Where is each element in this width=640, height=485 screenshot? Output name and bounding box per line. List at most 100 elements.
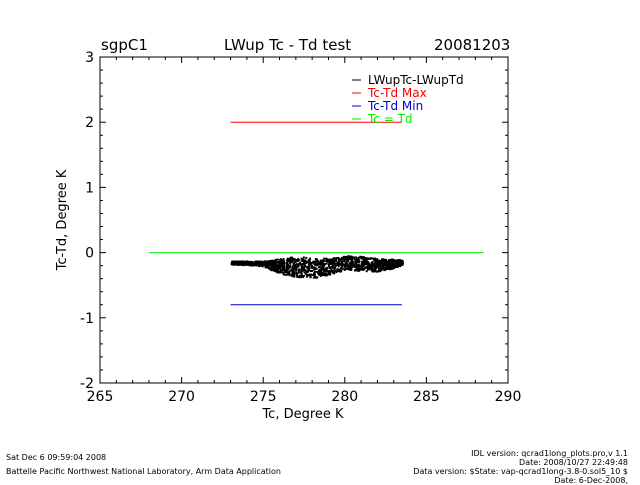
scatter-point (337, 261, 339, 264)
scatter-point (333, 272, 336, 275)
scatter-point (294, 260, 297, 263)
scatter-point (313, 272, 316, 274)
scatter-point (274, 258, 277, 261)
scatter-point (260, 262, 263, 265)
scatter-point (376, 261, 378, 263)
scatter-point (355, 261, 358, 264)
scatter-point (373, 270, 376, 273)
scatter-point (367, 262, 370, 265)
scatter-point (245, 260, 248, 263)
x-tick-label: 275 (250, 389, 277, 405)
scatter-point (357, 256, 360, 259)
scatter-point (342, 263, 345, 266)
scatter-point (362, 268, 365, 271)
scatter-point (314, 276, 317, 279)
scatter-point (340, 262, 342, 265)
scatter-point (366, 257, 369, 260)
footer-organization: Battelle Pacific Northwest National Labo… (6, 467, 281, 476)
scatter-point (261, 265, 264, 268)
scatter-point (308, 269, 311, 272)
scatter-point (332, 259, 335, 262)
scatter-point (286, 257, 289, 260)
scatter-point (309, 257, 312, 260)
scatter-point (299, 263, 302, 265)
scatter-point (263, 260, 266, 263)
scatter-point (371, 261, 374, 264)
scatter-point (303, 271, 306, 274)
scatter-point (308, 264, 311, 267)
scatter-point (344, 267, 347, 270)
scatter-point (302, 269, 304, 272)
scatter-point (323, 264, 326, 267)
scatter-point (308, 265, 311, 268)
scatter-point (367, 267, 370, 269)
scatter-point (349, 264, 352, 267)
scatter-point (293, 258, 296, 260)
scatter-point (289, 269, 292, 272)
scatter-point (302, 275, 305, 277)
scatter-point (319, 273, 322, 276)
scatter-point (273, 269, 276, 272)
scatter-point (371, 268, 374, 271)
scatter-point (297, 271, 300, 274)
scatter-point (371, 267, 374, 270)
scatter-point (311, 265, 314, 267)
footer-left: Sat Dec 6 09:59:04 2008 Battelle Pacific… (6, 453, 281, 476)
scatter-point (367, 265, 370, 268)
scatter-point (344, 262, 347, 265)
scatter-point (390, 258, 393, 261)
scatter-point (374, 260, 377, 263)
scatter-point (264, 264, 267, 267)
scatter-point (358, 265, 360, 268)
scatter-point (238, 263, 241, 266)
scatter-point (338, 261, 341, 264)
scatter-point (379, 270, 382, 273)
scatter-point (287, 259, 290, 262)
scatter-point (285, 271, 288, 274)
scatter-point (287, 266, 290, 269)
scatter-point (319, 260, 322, 263)
scatter-point (347, 255, 350, 258)
legend-label: LWupTc-LWupTd (368, 73, 464, 87)
scatter-point (271, 262, 274, 265)
scatter-point (394, 259, 397, 262)
scatter-point (307, 267, 310, 269)
scatter-point (301, 263, 304, 266)
scatter-point (281, 269, 284, 271)
footer-idl-date: Date: 2008/10/27 22:49:48 (519, 458, 628, 467)
scatter-point (285, 273, 288, 276)
scatter-point (385, 267, 388, 270)
scatter-point (350, 266, 352, 269)
y-tick-label: 3 (85, 50, 94, 66)
scatter-point (388, 261, 391, 264)
scatter-point (395, 263, 398, 266)
scatter-point (326, 260, 329, 263)
scatter-point (321, 264, 324, 267)
scatter-point (391, 265, 394, 267)
scatter-point (325, 258, 328, 261)
scatter-point (349, 256, 352, 259)
scatter-point (390, 262, 393, 265)
scatter-point (241, 260, 244, 263)
scatter-point (343, 258, 345, 260)
scatter-point (386, 261, 389, 264)
scatter-point (351, 256, 354, 259)
scatter-point (355, 260, 358, 263)
scatter-point (276, 264, 279, 266)
scatter-point (380, 266, 383, 269)
scatter-point (389, 268, 391, 271)
scatter-point (360, 265, 363, 268)
scatter-point (323, 257, 326, 260)
scatter-point (368, 264, 371, 267)
scatter-point (353, 258, 356, 261)
scatter-point (305, 256, 308, 259)
scatter-point (376, 262, 379, 265)
scatter-point (296, 266, 299, 269)
scatter-point (297, 260, 300, 262)
scatter-point (292, 259, 295, 262)
scatter-point (331, 261, 334, 264)
scatter-point (360, 268, 363, 271)
legend-label: Tc-Td Max (367, 86, 427, 100)
scatter-point (325, 273, 328, 275)
scatter-point (300, 265, 303, 268)
